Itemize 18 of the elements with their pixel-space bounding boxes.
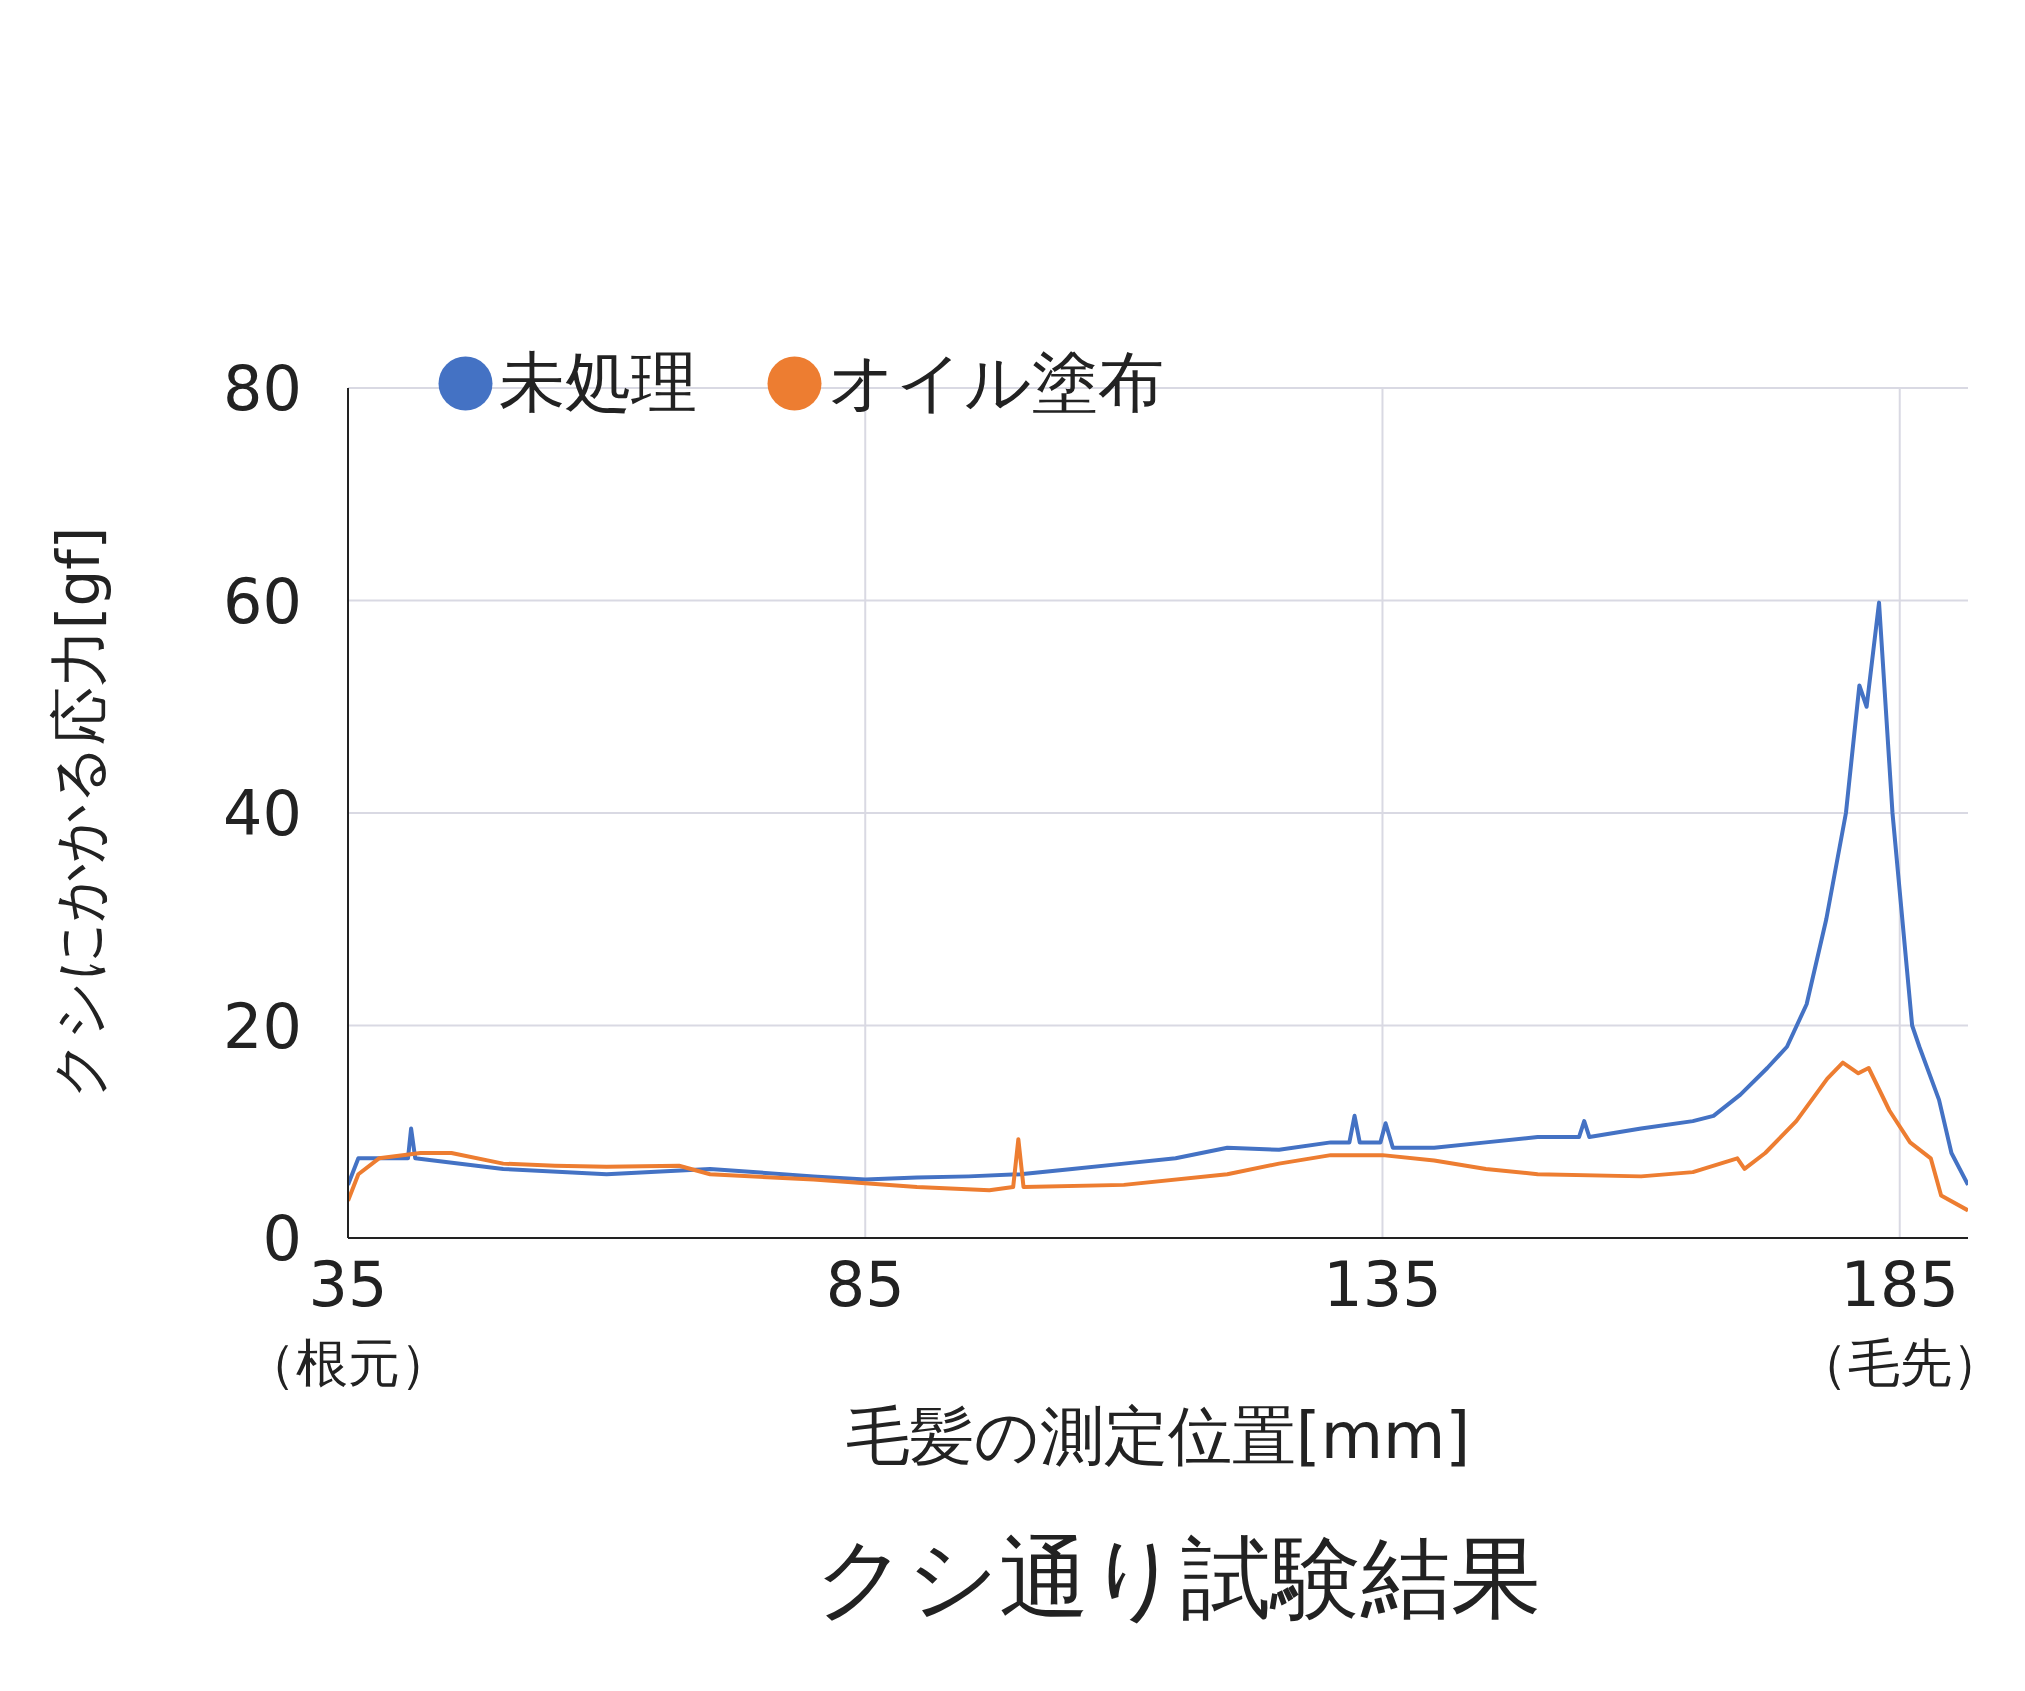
y-tick-label: 80	[223, 352, 302, 426]
x-axis-title: 毛髪の測定位置[mm]	[845, 1399, 1471, 1473]
legend-label: オイル塗布	[828, 343, 1164, 423]
text: （毛先）	[1795, 1333, 2004, 1393]
x-tick-label: 35	[308, 1248, 388, 1321]
text: （根元）	[244, 1333, 452, 1393]
x-tick-label: 135	[1323, 1248, 1442, 1321]
y-tick-label: 0	[262, 1202, 302, 1276]
legend-label: 未処理	[499, 343, 697, 423]
x-tick-label: 85	[825, 1248, 905, 1321]
x-tick-label: 185	[1840, 1248, 1959, 1321]
y-tick-label: 60	[223, 564, 302, 638]
text: クシ通り試験結果	[814, 1524, 1542, 1632]
line-series	[348, 600, 1968, 1187]
y-axis-title: クシにかかる応力[gf]	[44, 526, 113, 1100]
line-series	[348, 1060, 1968, 1213]
y-tick-label: 40	[223, 777, 302, 851]
y-tick-label: 20	[223, 989, 302, 1063]
